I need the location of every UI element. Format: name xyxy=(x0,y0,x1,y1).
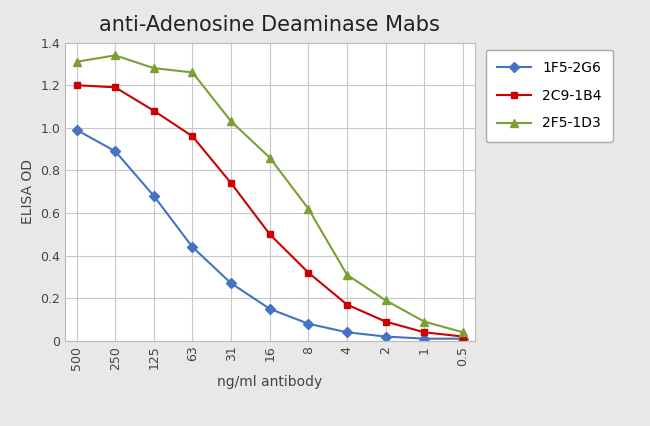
1F5-2G6 xyxy=(150,193,158,199)
2F5-1D3 xyxy=(382,298,389,303)
1F5-2G6 xyxy=(343,330,351,335)
1F5-2G6 xyxy=(421,336,428,341)
1F5-2G6 xyxy=(111,149,119,154)
2C9-1B4 xyxy=(266,232,274,237)
Line: 1F5-2G6: 1F5-2G6 xyxy=(73,127,467,342)
2C9-1B4 xyxy=(73,83,81,88)
2C9-1B4 xyxy=(150,108,158,113)
2F5-1D3 xyxy=(421,319,428,324)
2F5-1D3 xyxy=(343,272,351,277)
1F5-2G6 xyxy=(227,281,235,286)
2C9-1B4 xyxy=(382,319,389,324)
2C9-1B4 xyxy=(188,134,196,139)
Legend: 1F5-2G6, 2C9-1B4, 2F5-1D3: 1F5-2G6, 2C9-1B4, 2F5-1D3 xyxy=(486,49,613,141)
2C9-1B4 xyxy=(421,330,428,335)
2F5-1D3 xyxy=(459,330,467,335)
1F5-2G6 xyxy=(188,245,196,250)
2F5-1D3 xyxy=(266,155,274,160)
2F5-1D3 xyxy=(150,66,158,71)
1F5-2G6 xyxy=(459,336,467,341)
2C9-1B4 xyxy=(459,334,467,339)
2F5-1D3 xyxy=(188,70,196,75)
Y-axis label: ELISA OD: ELISA OD xyxy=(21,159,34,224)
2C9-1B4 xyxy=(304,270,312,275)
2C9-1B4 xyxy=(343,302,351,307)
Line: 2C9-1B4: 2C9-1B4 xyxy=(73,82,467,340)
X-axis label: ng/ml antibody: ng/ml antibody xyxy=(217,375,322,389)
1F5-2G6 xyxy=(382,334,389,339)
2F5-1D3 xyxy=(227,119,235,124)
2F5-1D3 xyxy=(73,59,81,64)
2C9-1B4 xyxy=(111,85,119,90)
2C9-1B4 xyxy=(227,181,235,186)
1F5-2G6 xyxy=(73,127,81,132)
1F5-2G6 xyxy=(304,321,312,326)
1F5-2G6 xyxy=(266,306,274,311)
2F5-1D3 xyxy=(111,53,119,58)
Title: anti-Adenosine Deaminase Mabs: anti-Adenosine Deaminase Mabs xyxy=(99,15,440,35)
Line: 2F5-1D3: 2F5-1D3 xyxy=(72,51,467,337)
2F5-1D3 xyxy=(304,206,312,211)
